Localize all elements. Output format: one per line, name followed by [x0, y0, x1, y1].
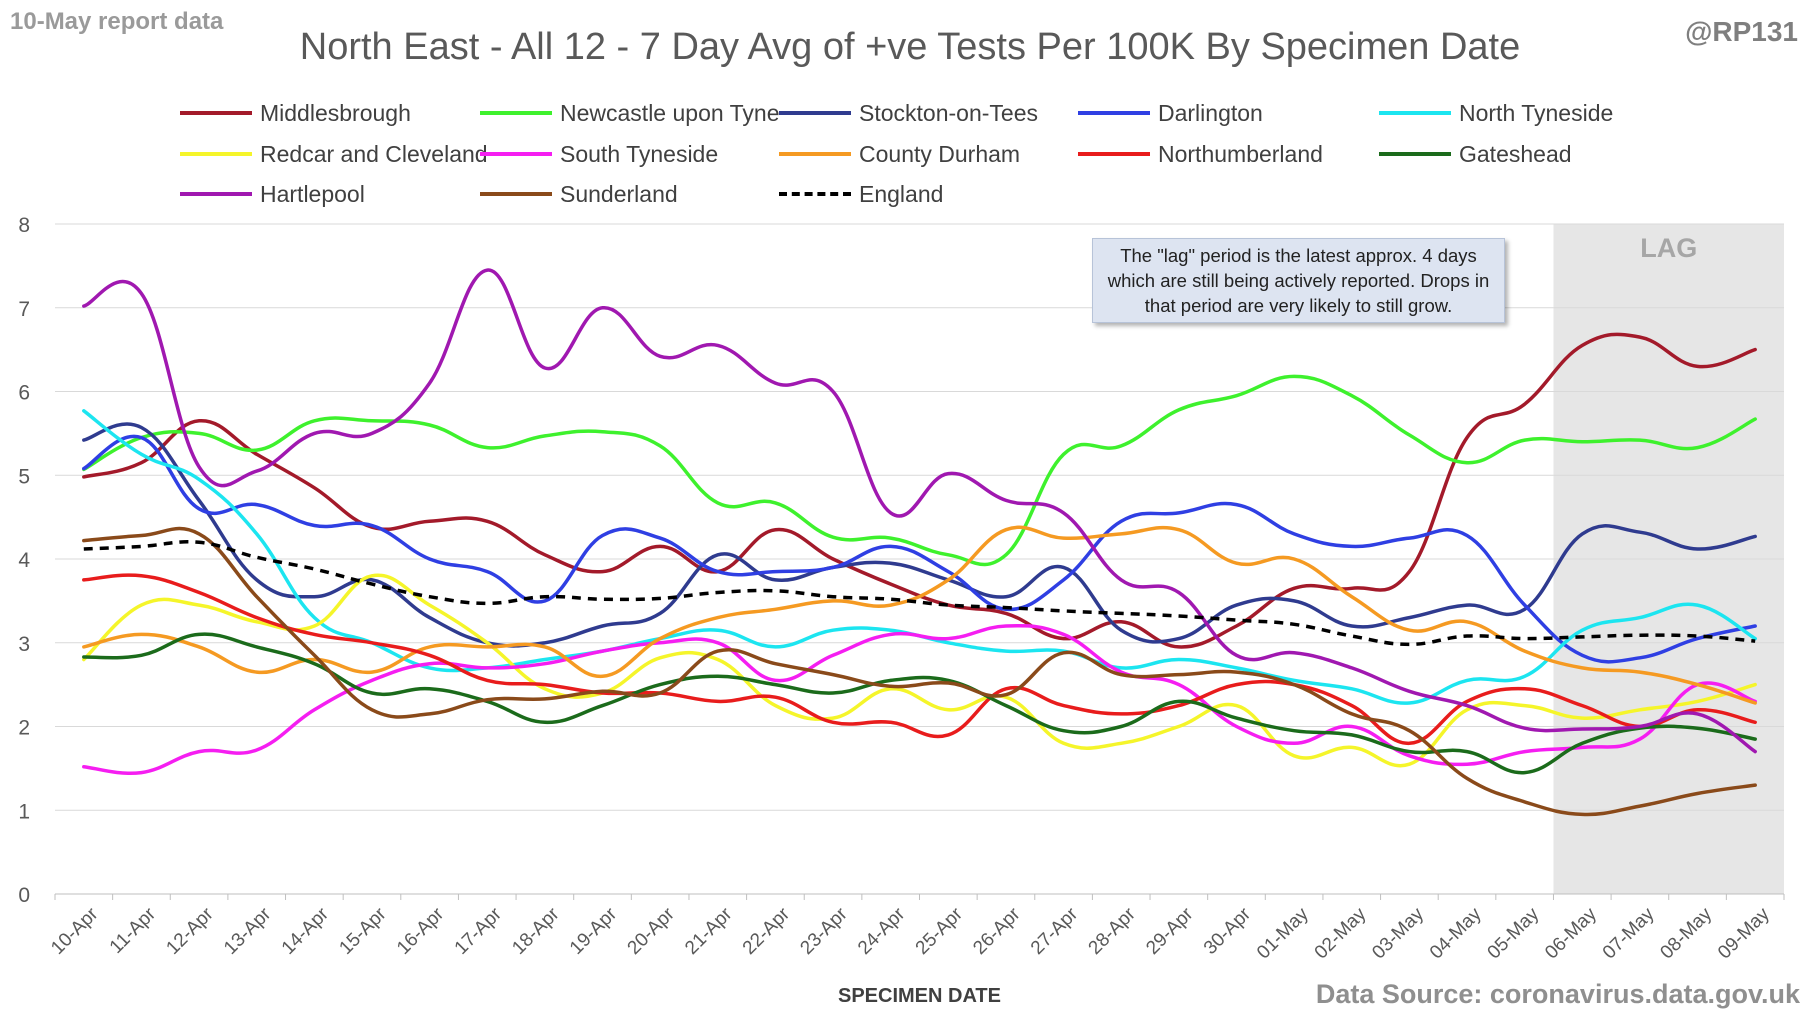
x-tick-label: 11-Apr — [106, 903, 161, 958]
x-tick-label: 14-Apr — [278, 903, 334, 959]
x-tick-label: 01-May — [1253, 903, 1313, 963]
x-tick-label: 04-May — [1426, 903, 1486, 963]
x-tick-label: 12-Apr — [162, 903, 218, 959]
y-tick-label: 5 — [18, 465, 30, 488]
report-date-label: 10-May report data — [10, 8, 224, 35]
x-tick-label: 07-May — [1599, 903, 1659, 963]
legend-swatch — [1078, 152, 1150, 156]
x-axis-title: SPECIMEN DATE — [838, 985, 1001, 1007]
series-line-northumberland — [82, 573, 1757, 746]
lag-note: The "lag" period is the latest approx. 4… — [1092, 238, 1505, 323]
series-line-stockton-on-tees — [82, 422, 1757, 648]
series-line-sunderland — [82, 526, 1757, 817]
legend-swatch — [1078, 111, 1150, 115]
chart-title: North East - All 12 - 7 Day Avg of +ve T… — [299, 26, 1521, 68]
legend-item: Stockton-on-Tees — [779, 99, 1038, 127]
legend-label: Gateshead — [1459, 140, 1572, 167]
series-line-gateshead — [82, 632, 1757, 775]
series-line-england — [83, 540, 1756, 647]
x-tick-label: 21-Apr — [681, 903, 737, 959]
legend-label: North Tyneside — [1459, 99, 1614, 126]
x-tick-label: 22-Apr — [739, 903, 795, 959]
legend-item: Redcar and Cleveland — [180, 140, 488, 168]
legend-item: Newcastle upon Tyne — [480, 99, 780, 127]
legend-label: Sunderland — [560, 180, 678, 207]
legend-item: Middlesbrough — [180, 99, 411, 127]
y-tick-label: 1 — [18, 800, 30, 823]
x-tick-label: 09-May — [1714, 903, 1774, 963]
legend-item: County Durham — [779, 140, 1020, 168]
legend-item: England — [779, 180, 943, 208]
legend-label: Darlington — [1158, 99, 1263, 126]
y-tick-label: 2 — [18, 717, 30, 740]
x-tick-label: 30-Apr — [1200, 903, 1256, 959]
x-tick-label: 10-Apr — [47, 903, 103, 959]
legend-item: South Tyneside — [480, 140, 718, 168]
legend-swatch — [180, 192, 252, 196]
legend-swatch — [180, 111, 252, 115]
y-tick-label: 0 — [18, 884, 30, 907]
legend-swatch — [779, 111, 851, 115]
legend-label: Redcar and Cleveland — [260, 140, 488, 167]
x-tick-label: 17-Apr — [451, 903, 507, 959]
y-tick-label: 4 — [18, 549, 30, 572]
series-line-county-durham — [82, 525, 1757, 705]
lag-label: LAG — [1640, 233, 1697, 263]
y-tick-label: 3 — [18, 633, 30, 656]
x-tick-label: 13-Apr — [220, 903, 276, 959]
x-tick-label: 06-May — [1541, 903, 1601, 963]
x-tick-label: 24-Apr — [854, 903, 910, 959]
legend-swatch — [180, 152, 252, 156]
y-tick-label: 6 — [18, 382, 30, 405]
legend-swatch — [1379, 111, 1451, 115]
x-tick-label: 05-May — [1484, 903, 1544, 963]
x-tick-label: 16-Apr — [393, 903, 449, 959]
legend-item: Northumberland — [1078, 140, 1323, 168]
legend-label: England — [859, 180, 944, 207]
legend-label: Stockton-on-Tees — [859, 99, 1038, 126]
legend-swatch — [1379, 152, 1451, 156]
x-tick-label: 29-Apr — [1142, 903, 1198, 959]
y-tick-label: 8 — [18, 214, 30, 237]
series-line-darlington — [82, 434, 1757, 664]
x-tick-label: 23-Apr — [796, 903, 852, 959]
legend-item: Hartlepool — [180, 180, 365, 208]
data-source-label: Data Source: coronavirus.data.gov.uk — [1315, 979, 1800, 1009]
x-tick-label: 02-May — [1311, 903, 1371, 963]
x-tick-label: 18-Apr — [508, 903, 564, 959]
x-tick-label: 19-Apr — [566, 903, 622, 959]
x-tick-label: 20-Apr — [624, 903, 680, 959]
legend-swatch — [779, 192, 851, 196]
series-line-redcar-and-cleveland — [82, 573, 1757, 768]
y-tick-label: 7 — [18, 298, 30, 321]
legend-swatch — [779, 152, 851, 156]
x-tick-label: 08-May — [1656, 903, 1716, 963]
legend-item: Darlington — [1078, 99, 1263, 127]
x-tick-label: 15-Apr — [335, 903, 391, 959]
legend-item: Gateshead — [1379, 140, 1572, 168]
series-line-hartlepool — [82, 268, 1757, 754]
legend-label: South Tyneside — [560, 140, 719, 167]
series-line-middlesbrough — [82, 332, 1757, 649]
x-tick-label: 03-May — [1368, 903, 1428, 963]
x-tick-label: 28-Apr — [1085, 903, 1141, 959]
series-line-north-tyneside — [82, 409, 1757, 705]
legend-label: Hartlepool — [260, 180, 365, 207]
legend-swatch — [480, 192, 552, 196]
x-tick-label: 27-Apr — [1027, 903, 1083, 959]
author-handle: @RP131 — [1685, 16, 1798, 47]
legend-swatch — [480, 111, 552, 115]
legend-label: Northumberland — [1158, 140, 1323, 167]
legend-label: Middlesbrough — [260, 99, 411, 126]
legend-swatch — [480, 152, 552, 156]
legend-label: Newcastle upon Tyne — [560, 99, 780, 126]
x-tick-label: 25-Apr — [912, 903, 968, 959]
legend-item: Sunderland — [480, 180, 678, 208]
legend-item: North Tyneside — [1379, 99, 1613, 127]
series-line-newcastle-upon-tyne — [82, 374, 1757, 567]
legend-label: County Durham — [859, 140, 1021, 167]
x-tick-label: 26-Apr — [969, 903, 1025, 959]
